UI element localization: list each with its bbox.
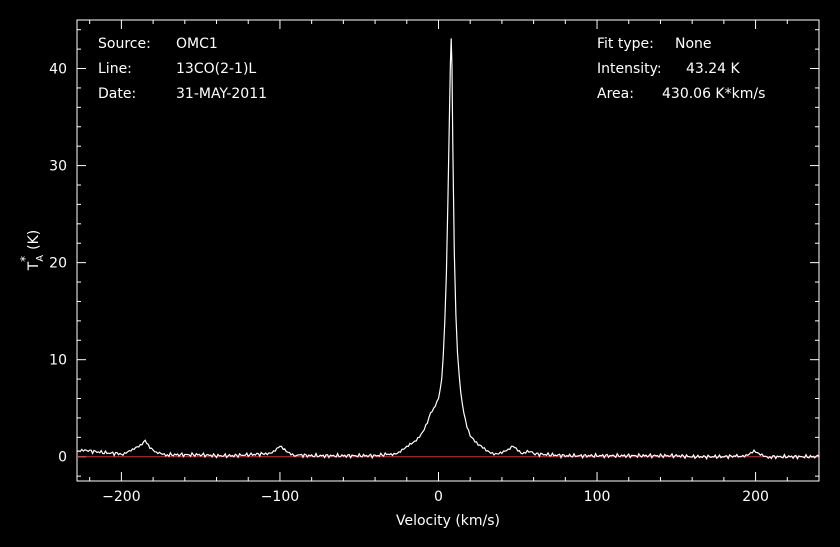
x-tick-label: 200 bbox=[742, 489, 769, 505]
source-value: OMC1 bbox=[176, 36, 218, 52]
intensity-label: Intensity: bbox=[597, 61, 662, 77]
y-tick-label: 40 bbox=[49, 62, 67, 78]
y-axis: 0 10 20 30 40 bbox=[49, 29, 819, 477]
plot-frame bbox=[76, 19, 820, 482]
area-label: Area: bbox=[597, 86, 634, 102]
y-axis-label-unit: (K) bbox=[26, 230, 42, 250]
y-tick-label: 10 bbox=[49, 353, 67, 369]
line-value: 13CO(2-1)L bbox=[176, 61, 257, 77]
intensity-value: 43.24 K bbox=[686, 61, 740, 77]
y-tick-label: 0 bbox=[58, 450, 67, 466]
line-label: Line: bbox=[98, 61, 132, 77]
fit-type-label: Fit type: bbox=[597, 36, 654, 52]
x-axis-label: Velocity (km/s) bbox=[396, 513, 500, 529]
y-axis-label: TA* (K) bbox=[18, 230, 46, 272]
y-axis-label-sub: A bbox=[35, 255, 46, 262]
x-tick-label: 0 bbox=[434, 489, 443, 505]
y-axis-label-sup: * bbox=[18, 256, 32, 262]
x-tick-label: −100 bbox=[261, 489, 299, 505]
y-tick-label: 20 bbox=[49, 256, 67, 272]
y-axis-label-main: T bbox=[26, 261, 42, 271]
spectrum-series-line bbox=[76, 38, 820, 461]
x-axis: −200 −100 0 100 200 bbox=[89, 20, 820, 505]
x-tick-label: −200 bbox=[102, 489, 140, 505]
fit-type-value: None bbox=[675, 36, 712, 52]
date-label: Date: bbox=[98, 86, 137, 102]
area-value: 430.06 K*km/s bbox=[662, 86, 766, 102]
source-label: Source: bbox=[98, 36, 151, 52]
y-tick-label: 30 bbox=[49, 159, 67, 175]
date-value: 31-MAY-2011 bbox=[176, 86, 268, 102]
x-tick-label: 100 bbox=[584, 489, 611, 505]
